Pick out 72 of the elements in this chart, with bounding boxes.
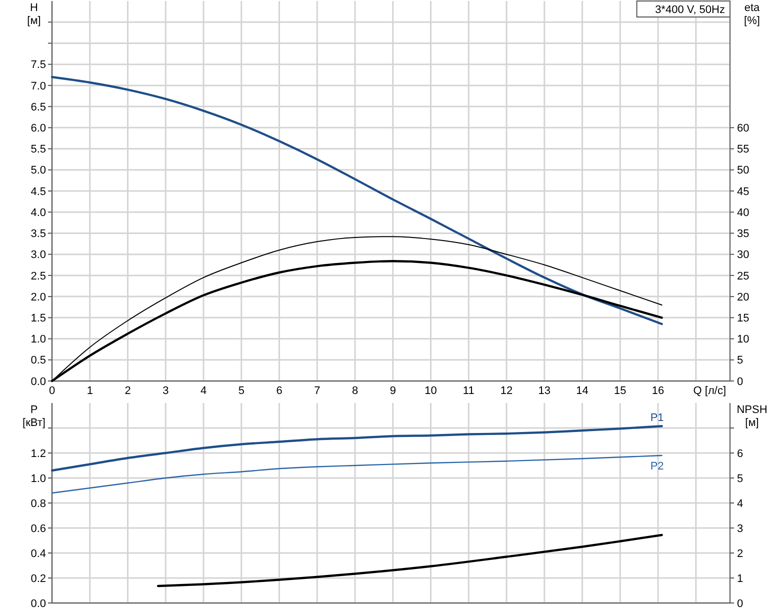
y2-tick-label: 20: [737, 291, 750, 304]
y-tick-label: 0.5: [30, 354, 46, 367]
y-tick-label: 2.0: [30, 291, 46, 304]
y-tick-label: 3.0: [30, 249, 46, 262]
y2-tick-label: 15: [737, 312, 750, 325]
y2-tick-label: 35: [737, 228, 750, 240]
line-series: [156, 534, 663, 588]
x-tick-label: 0: [48, 385, 56, 397]
y2-tick-label: 60: [737, 122, 750, 135]
x-tick-label: 16: [652, 385, 664, 397]
y2-tick-label: 10: [737, 334, 750, 346]
y2-tick-label: 4: [737, 498, 744, 510]
y2-tick-label: 6: [737, 448, 744, 460]
series-label: P1: [650, 412, 664, 424]
x-tick-label: 7: [314, 385, 320, 397]
x-axis-title: Q [л/с]: [693, 385, 726, 397]
series-label: P2: [650, 460, 664, 472]
x-tick-label: 3: [162, 385, 169, 397]
y2-tick-label: 50: [737, 164, 750, 177]
line-series: [50, 76, 663, 326]
x-tick-label: 12: [500, 385, 513, 397]
x-tick-label: 11: [462, 385, 474, 397]
y-tick-label: 0.0: [30, 376, 46, 388]
y-tick-label: 0.4: [30, 548, 46, 560]
x-tick-label: 9: [390, 385, 396, 397]
y2-axis-title: eta [%]: [744, 2, 761, 27]
y-tick-label: 7.5: [30, 59, 46, 72]
y2-tick-label: 1: [737, 572, 744, 585]
y-tick-label: 3.5: [30, 228, 46, 240]
y-tick-label: 4.0: [30, 206, 46, 219]
y-tick-label: 1.2: [30, 448, 46, 460]
x-tick-label: 10: [424, 385, 437, 397]
chart-title: 3*400 V, 50Hz: [655, 4, 725, 16]
y2-axis-title: NPSH [м]: [736, 404, 768, 429]
y-tick-label: 7.0: [30, 80, 46, 92]
y2-tick-label: 5: [737, 354, 744, 367]
x-tick-label: 8: [352, 385, 358, 397]
y2-tick-label: 2: [737, 548, 744, 560]
x-tick-label: 13: [538, 385, 551, 397]
y-tick-label: 5.0: [30, 164, 46, 177]
x-tick-label: 14: [576, 385, 588, 397]
y-tick-label: 1.5: [30, 312, 46, 325]
y2-tick-label: 0: [737, 376, 744, 388]
y2-tick-label: 40: [737, 206, 750, 219]
y2-tick-label: 25: [737, 270, 750, 282]
y-tick-label: 2.5: [30, 270, 46, 282]
y-tick-label: 0.0: [30, 598, 46, 610]
y-tick-label: 1.0: [30, 334, 46, 346]
x-tick-label: 6: [276, 385, 282, 397]
y2-tick-label: 3: [737, 522, 744, 535]
y-tick-label: 6.5: [30, 101, 46, 114]
y-tick-label: 0.8: [30, 498, 46, 510]
y-tick-label: 1.0: [30, 472, 46, 485]
y2-tick-label: 30: [737, 249, 750, 262]
y2-tick-label: 5: [737, 472, 744, 485]
x-tick-label: 15: [614, 385, 626, 397]
x-tick-label: 2: [124, 385, 131, 397]
y-axis-title: P [кВт]: [22, 404, 46, 429]
y-tick-label: 4.5: [30, 186, 46, 198]
y-tick-label: 0.2: [30, 572, 46, 585]
x-tick-label: 5: [238, 385, 244, 397]
y2-tick-label: 55: [737, 144, 750, 156]
y-axis-title: H [м]: [27, 2, 41, 27]
line-series: [51, 454, 662, 494]
line-series: [50, 425, 663, 472]
y2-tick-label: 45: [737, 186, 750, 198]
y-tick-label: 0.6: [30, 522, 46, 535]
x-tick-label: 1: [86, 385, 93, 397]
y2-tick-label: 0: [737, 598, 744, 610]
y-tick-label: 5.5: [30, 144, 46, 156]
x-tick-label: 4: [200, 385, 207, 397]
y-tick-label: 6.0: [30, 122, 46, 135]
